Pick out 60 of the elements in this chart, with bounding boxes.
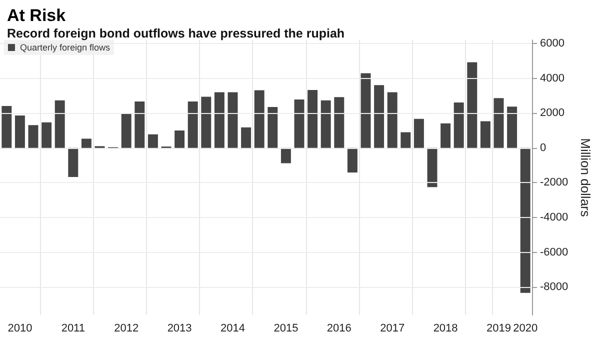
bar	[440, 123, 451, 148]
bar	[507, 106, 518, 148]
bar	[400, 132, 411, 148]
bar	[280, 148, 291, 164]
bar	[308, 90, 318, 148]
bar	[228, 92, 238, 148]
bar	[174, 130, 185, 148]
bar	[427, 148, 438, 188]
bar	[347, 148, 358, 172]
bar	[188, 101, 198, 148]
x-tick-label: 2018	[433, 322, 458, 334]
bar	[68, 148, 78, 177]
x-tick-label: 2011	[61, 322, 85, 334]
bar	[42, 122, 52, 148]
bar	[360, 73, 371, 148]
bar	[254, 90, 264, 148]
bar	[14, 116, 25, 148]
y-tick-label: -8000	[540, 281, 568, 294]
chart-subtitle: Record foreign bond outflows have pressured the rupiah	[7, 26, 345, 40]
bar	[454, 102, 464, 148]
y-tick-label: -6000	[540, 246, 568, 258]
x-tick-label: 2014	[220, 322, 245, 334]
x-tick-label: 2010	[8, 322, 32, 334]
chart-title: At Risk	[7, 6, 66, 25]
bar	[520, 148, 530, 293]
bar	[54, 100, 65, 148]
bar	[294, 100, 304, 148]
y-tick-label: -2000	[540, 176, 568, 189]
y-axis-title: Million dollars	[578, 138, 594, 218]
bar	[467, 62, 478, 148]
y-tick-label: 0	[540, 142, 546, 154]
x-tick-label: 2016	[326, 322, 352, 334]
bar	[214, 92, 224, 148]
bar	[320, 100, 331, 148]
bar	[334, 97, 344, 148]
bar	[201, 96, 212, 148]
bar	[81, 138, 92, 148]
bar	[148, 134, 158, 148]
bar	[121, 113, 132, 148]
y-tick-label: 4000	[540, 72, 564, 84]
bar	[374, 85, 384, 148]
x-tick-label: 2015	[274, 322, 298, 334]
x-tick-label: 2012	[114, 322, 139, 334]
y-tick-label: 6000	[540, 37, 564, 50]
bar	[268, 107, 278, 148]
y-tick-label: -4000	[540, 212, 568, 224]
y-tick-label: 2000	[540, 107, 564, 120]
x-tick-label: 2019	[486, 322, 511, 334]
bar	[2, 106, 12, 148]
legend-label: Quarterly foreign flows	[20, 42, 111, 52]
bar	[494, 98, 504, 148]
bar	[28, 125, 38, 148]
x-tick-label: 2017	[380, 322, 405, 334]
bar	[414, 118, 424, 148]
bar	[241, 127, 252, 148]
x-tick-label: 2013	[167, 322, 192, 334]
x-tick-label: 2020	[513, 322, 538, 334]
bar	[134, 101, 145, 148]
bar	[480, 121, 490, 148]
bar	[387, 92, 398, 148]
